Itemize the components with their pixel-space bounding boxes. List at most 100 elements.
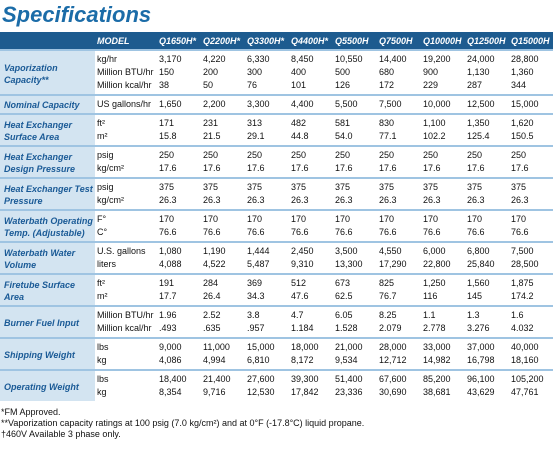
value-cell: 17,290 [379,259,407,269]
value-cell: 85,200 [421,369,465,386]
unit-cell: Million BTU/hr [97,67,154,77]
spec-row: Firetube Surface Area ft² 191 284 369 512 673 8… [0,273,553,306]
spec-row: Burner Fuel Input Million BTU/hr 1.96 2.52 3… [0,305,553,338]
value-cell: 21,000 [333,337,377,354]
value-cell: 67,600 [377,369,421,386]
spec-row: Million BTU/hr 150 200 300 400 500 680 900 1,130… [0,66,553,79]
value-cell: 17.6 [291,163,309,173]
spec-row: kg/cm² 17.6 17.6 17.6 17.6 17.6 17.6 17.6 17.6 17… [0,162,553,178]
value-cell: 43,629 [467,387,495,397]
value-cell: 17.6 [423,163,441,173]
value-cell: 10,550 [333,49,377,66]
value-cell: .635 [203,323,221,333]
unit-cell: ft² [95,113,157,130]
value-cell: 825 [377,273,421,290]
spec-table: MODEL Q1650H* Q2200H* Q3300H* Q4400H* Q5500H Q… [0,32,553,401]
value-cell: 8,172 [291,355,314,365]
value-cell: 300 [247,67,263,77]
value-cell: 170 [465,209,509,226]
value-cell: 102.2 [423,131,446,141]
footnote: *FM Approved. [1,407,61,417]
value-cell: 26.3 [159,195,177,205]
unit-cell: Million BTU/hr [95,305,157,322]
value-cell: 6.05 [333,305,377,322]
spec-row: Heat Exchanger Surface Area ft² 171 231 313 4… [0,113,553,146]
value-cell: 375 [245,177,289,194]
value-cell: 170 [509,209,553,226]
value-cell: 14,400 [377,49,421,66]
unit-cell: kg/cm² [97,163,124,173]
value-cell: 150.5 [511,131,534,141]
group-label: Burner Fuel Input [0,305,95,338]
value-cell: 2,450 [289,241,333,258]
value-cell: 1,650 [157,94,201,114]
value-cell: 2.778 [423,323,446,333]
value-cell: 673 [333,273,377,290]
value-cell: 229 [423,80,439,90]
value-cell: 4,088 [159,259,182,269]
value-cell: 28,500 [511,259,539,269]
value-cell: 344 [511,80,527,90]
value-cell: 76.6 [291,227,309,237]
value-cell: 50 [203,80,214,90]
value-cell: 581 [333,113,377,130]
value-cell: 250 [201,145,245,162]
value-cell: 116 [423,291,438,301]
value-cell: 17.6 [379,163,397,173]
value-cell: 8,450 [289,49,333,66]
value-cell: 26.3 [511,195,529,205]
value-cell: 4,086 [159,355,182,365]
group-label: Firetube Surface Area [0,273,95,306]
value-cell: 26.3 [203,195,221,205]
header-blank [0,32,95,50]
value-cell: 170 [289,209,333,226]
value-cell: 24,000 [465,49,509,66]
value-cell: 1,100 [421,113,465,130]
value-cell: 1.6 [509,305,553,322]
value-cell: 2.52 [201,305,245,322]
value-cell: 375 [421,177,465,194]
value-cell: 125.4 [467,131,490,141]
value-cell: 4,994 [203,355,226,365]
value-cell: 26.3 [379,195,397,205]
value-cell: 28,000 [377,337,421,354]
value-cell: 54.0 [335,131,353,141]
footnote: †460V Available 3 phase only. [1,429,121,439]
value-cell: 14,982 [423,355,451,365]
spec-row: Heat Exchanger Test Pressure psig 375 375 37… [0,177,553,210]
value-cell: 250 [421,145,465,162]
spec-row: Million kcal/hr .493 .635 .957 1.184 1.528 2.0… [0,322,553,338]
value-cell: 37,000 [465,337,509,354]
value-cell: 369 [245,273,289,290]
unit-cell: liters [97,259,117,269]
value-cell: 17.6 [159,163,177,173]
group-label: Heat Exchanger Design Pressure [0,145,95,178]
value-cell: 40,000 [509,337,553,354]
value-cell: 1.184 [291,323,314,333]
value-cell: 21,400 [201,369,245,386]
value-cell: 16,798 [467,355,495,365]
unit-cell: kg/cm² [97,195,124,205]
value-cell: 1,875 [509,273,553,290]
unit-cell: psig [95,177,157,194]
spec-row: kg/cm² 26.3 26.3 26.3 26.3 26.3 26.3 26.3 26.3 26… [0,194,553,210]
value-cell: 200 [203,67,219,77]
value-cell: 23,336 [335,387,363,397]
value-cell: 1,250 [421,273,465,290]
value-cell: .493 [159,323,177,333]
value-cell: 250 [157,145,201,162]
value-cell: 76.6 [423,227,441,237]
value-cell: 17.6 [335,163,353,173]
value-cell: 18,160 [511,355,539,365]
spec-row: Nominal Capacity US gallons/hr 1,650 2,200 3… [0,94,553,114]
value-cell: 76 [247,80,258,90]
value-cell: 191 [157,273,201,290]
value-cell: 1,620 [509,113,553,130]
spec-row: Operating Weight lbs 18,400 21,400 27,600 39,… [0,369,553,401]
value-cell: 375 [509,177,553,194]
unit-cell: Million kcal/hr [97,80,152,90]
unit-cell: kg [97,387,107,397]
value-cell: 38,681 [423,387,451,397]
value-cell: 375 [289,177,333,194]
value-cell: 1,444 [245,241,289,258]
